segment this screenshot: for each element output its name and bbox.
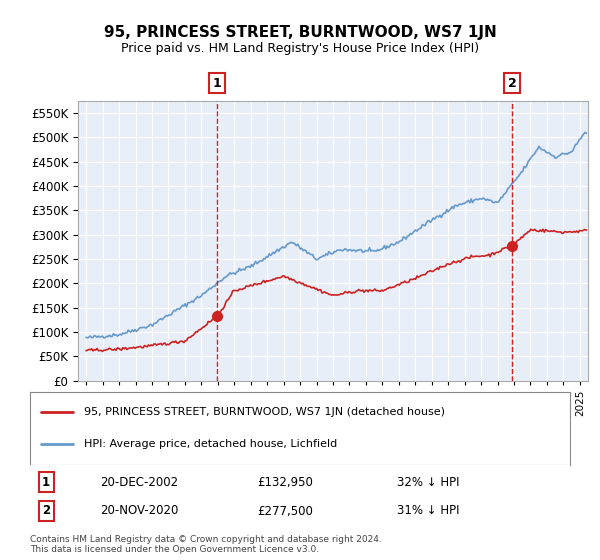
- Text: 1: 1: [42, 475, 50, 488]
- Text: 32% ↓ HPI: 32% ↓ HPI: [397, 475, 460, 488]
- Text: £132,950: £132,950: [257, 475, 313, 488]
- Text: 31% ↓ HPI: 31% ↓ HPI: [397, 505, 460, 517]
- Text: 20-NOV-2020: 20-NOV-2020: [100, 505, 179, 517]
- Text: 1: 1: [213, 77, 221, 90]
- Text: HPI: Average price, detached house, Lichfield: HPI: Average price, detached house, Lich…: [84, 440, 337, 450]
- Text: 95, PRINCESS STREET, BURNTWOOD, WS7 1JN: 95, PRINCESS STREET, BURNTWOOD, WS7 1JN: [104, 25, 496, 40]
- Text: 2: 2: [508, 77, 517, 90]
- Text: Contains HM Land Registry data © Crown copyright and database right 2024.
This d: Contains HM Land Registry data © Crown c…: [30, 535, 382, 554]
- Text: 20-DEC-2002: 20-DEC-2002: [100, 475, 178, 488]
- Text: 2: 2: [42, 505, 50, 517]
- Text: 95, PRINCESS STREET, BURNTWOOD, WS7 1JN (detached house): 95, PRINCESS STREET, BURNTWOOD, WS7 1JN …: [84, 407, 445, 417]
- Text: £277,500: £277,500: [257, 505, 313, 517]
- Text: Price paid vs. HM Land Registry's House Price Index (HPI): Price paid vs. HM Land Registry's House …: [121, 42, 479, 55]
